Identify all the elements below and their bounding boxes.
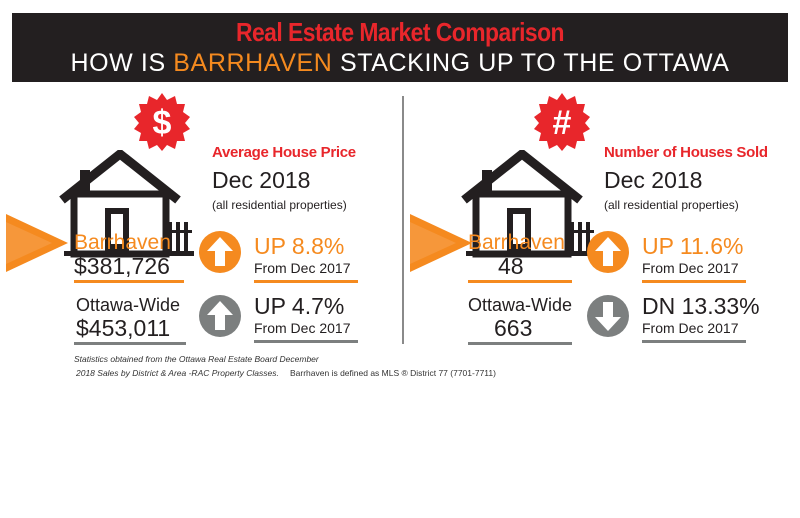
ottawa-change: UP 4.7% [254,293,345,319]
ottawa-sold-count: 663 [494,315,533,341]
seal-symbol: $ [153,104,172,142]
down-arrow-icon [587,295,629,337]
source-footnote-line1: Statistics obtained from the Ottawa Real… [74,354,319,364]
ottawa-from: From Dec 2017 [254,320,351,336]
seal-symbol: # [553,104,572,142]
ottawa-change: DN 13.33% [642,293,760,319]
kpi-date: Dec 2018 [212,167,311,193]
kpi-note: (all residential properties) [604,198,739,212]
header-banner: Real Estate Market Comparison HOW IS BAR… [12,13,788,107]
ottawa-from: From Dec 2017 [642,320,739,336]
ottawa-underline [468,342,572,345]
panel-divider [402,96,404,344]
house-icon [59,150,194,258]
ottawa-change-underline [254,340,358,343]
kpi-date: Dec 2018 [604,167,703,193]
page-subtitle: HOW IS BARRHAVEN STACKING UP TO THE OTTA… [12,48,788,108]
barrhaven-underline [74,280,184,283]
ottawa-change-underline [642,340,746,343]
kpi-note: (all residential properties) [212,198,347,212]
source-footnote: Statistics obtained from the Ottawa Real… [74,352,319,380]
subtitle-suffix: STACKING UP TO THE OTTAWA MARKET? [332,49,730,107]
source-footnote-line2: 2018 Sales by District & Area -RAC Prope… [76,368,279,378]
barrhaven-from: From Dec 2017 [254,260,351,276]
subtitle-highlight: BARRHAVEN [173,49,333,77]
dollar-seal-icon: $ [134,93,190,151]
barrhaven-change-underline [642,280,746,283]
up-arrow-icon [587,231,629,273]
barrhaven-label: Barrhaven [74,231,171,254]
ottawa-label: Ottawa-Wide [76,295,181,315]
barrhaven-change-underline [254,280,358,283]
average-price-panel: $ Average House Price Dec 2018 (all resi… [0,84,390,354]
kpi-title: Number of Houses Sold [604,144,768,161]
up-arrow-icon [199,231,241,273]
subtitle-prefix: HOW IS [70,49,174,77]
seal-shape [134,93,190,151]
house-icon [461,150,596,258]
ottawa-label: Ottawa-Wide [468,295,573,315]
barrhaven-change: UP 11.6% [642,233,744,259]
barrhaven-sold-count: 48 [498,253,524,279]
page-title: Real Estate Market Comparison [235,17,565,47]
barrhaven-price: $381,726 [74,253,170,279]
ottawa-underline [74,342,186,345]
seal-shape [534,93,590,151]
up-arrow-icon [199,295,241,337]
houses-sold-panel: # Number of Houses Sold Dec 2018 (all re… [410,84,800,354]
hash-seal-icon: # [534,93,590,151]
barrhaven-from: From Dec 2017 [642,260,739,276]
orange-pointer-icon [6,214,68,272]
ottawa-price: $453,011 [76,315,171,341]
kpi-title: Average House Price [212,144,356,161]
orange-pointer-icon [410,214,472,272]
definition-footnote: Barrhaven is defined as MLS ® District 7… [290,368,496,378]
barrhaven-label: Barrhaven [468,231,565,254]
barrhaven-underline [468,280,572,283]
barrhaven-change: UP 8.8% [254,233,345,259]
